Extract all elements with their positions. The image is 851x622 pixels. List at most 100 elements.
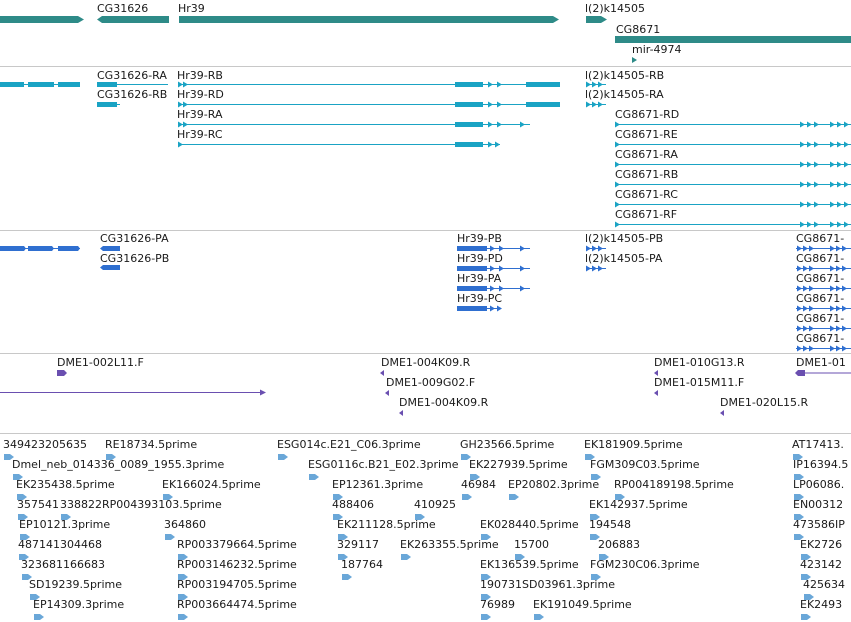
transcript-label-hr39-ra[interactable]: Hr39-RA [177,108,223,121]
est-label[interactable]: 473586IP [793,518,845,531]
est-label[interactable]: RP003146232.5prime [177,558,297,571]
est-glyph[interactable] [34,614,44,620]
est-glyph[interactable] [178,574,188,580]
protein-label-l2-pb[interactable]: l(2)k14505-PB [585,232,664,245]
est-glyph[interactable] [481,594,491,600]
est-glyph[interactable] [19,554,29,560]
est-label[interactable]: ESG014c.E21_C06.3prime [277,438,421,451]
est-glyph[interactable] [481,574,491,580]
est-glyph[interactable] [338,534,348,540]
gene-label-hr39[interactable]: Hr39 [178,2,205,15]
est-label[interactable]: EK181909.5prime [584,438,683,451]
est-label[interactable]: 338822RP004393103.5prime [60,498,222,511]
est-label[interactable]: AT17413. [792,438,844,451]
est-label[interactable]: EP10121.3prime [19,518,111,531]
est-glyph[interactable] [178,594,188,600]
est-glyph[interactable] [415,514,425,520]
est-glyph[interactable] [515,554,525,560]
clone-label-004k09-r2[interactable]: DME1-004K09.R [399,396,489,409]
est-label[interactable]: 410925 [414,498,456,511]
gene-label-cg8671[interactable]: CG8671 [616,23,661,36]
clone-glyph-002l11[interactable] [57,370,67,376]
est-label[interactable]: SD19239.5prime [29,578,122,591]
clone-label-01[interactable]: DME1-01 [796,356,846,369]
est-glyph[interactable] [18,514,28,520]
clone-glyph-010g13[interactable] [654,370,658,376]
transcript-label-hr39-rb[interactable]: Hr39-RB [177,69,223,82]
est-glyph[interactable] [462,494,472,500]
est-label[interactable]: Dmel_neb_014336_0089_1955.3prime [12,458,225,471]
est-label[interactable]: 15700 [514,538,549,551]
est-label[interactable]: 187764 [341,558,383,571]
est-label[interactable]: IP16394.5 [793,458,849,471]
est-glyph[interactable] [338,554,348,560]
protein-label-cg31626-pb[interactable]: CG31626-PB [100,252,170,265]
est-label[interactable]: FGM309C03.5prime [590,458,700,471]
est-glyph[interactable] [481,534,491,540]
est-label[interactable]: EP20802.3prime [508,478,600,491]
est-glyph[interactable] [591,474,601,480]
est-glyph[interactable] [61,514,71,520]
est-glyph[interactable] [20,534,30,540]
transcript-label-hr39-rd[interactable]: Hr39-RD [177,88,224,101]
est-glyph[interactable] [163,494,173,500]
est-label[interactable]: 323681166683 [21,558,105,571]
est-label[interactable]: LP06086. [793,478,845,491]
protein-label-hr39-pb[interactable]: Hr39-PB [457,232,502,245]
protein-label-hr39-pc[interactable]: Hr39-PC [457,292,503,305]
est-glyph[interactable] [534,614,544,620]
est-label[interactable]: GH23566.5prime [460,438,555,451]
est-glyph[interactable] [106,454,116,460]
est-glyph[interactable] [615,494,625,500]
gene-label-l2k14505[interactable]: l(2)k14505 [585,2,646,15]
clone-label-009g02[interactable]: DME1-009G02.F [386,376,476,389]
clone-glyph-01[interactable] [795,370,805,376]
est-label[interactable]: RP003664474.5prime [177,598,297,611]
clone-label-002l11[interactable]: DME1-002L11.F [57,356,144,369]
est-glyph[interactable] [794,474,804,480]
est-glyph[interactable] [461,454,471,460]
est-label[interactable]: EK211128.5prime [337,518,436,531]
clone-glyph-004k09-r2[interactable] [399,410,403,416]
est-label[interactable]: 425634 [803,578,845,591]
transcript-label-hr39-rc[interactable]: Hr39-RC [177,128,223,141]
est-label[interactable]: EP14309.3prime [33,598,125,611]
transcript-label-cg8671-rf[interactable]: CG8671-RF [615,208,678,221]
est-label[interactable]: EK166024.5prime [162,478,261,491]
transcript-label-cg8671-ra[interactable]: CG8671-RA [615,148,678,161]
est-label[interactable]: EK2493 [800,598,843,611]
est-glyph[interactable] [599,554,609,560]
est-label[interactable]: ESG0116c.B21_E02.3prime [308,458,459,471]
gene-glyph-hr39[interactable] [179,16,559,23]
est-label[interactable]: EK263355.5prime [400,538,499,551]
clone-label-020l15[interactable]: DME1-020L15.R [720,396,809,409]
est-label[interactable]: EK2726 [800,538,843,551]
est-glyph[interactable] [333,514,343,520]
est-glyph[interactable] [278,454,288,460]
est-glyph[interactable] [509,494,519,500]
est-label[interactable]: EK191049.5prime [533,598,632,611]
est-label[interactable]: 423142 [800,558,842,571]
protein-label-l2-pa[interactable]: l(2)k14505-PA [585,252,663,265]
est-glyph[interactable] [801,614,811,620]
protein-label-cg8671-1[interactable]: CG8671- [796,232,845,245]
clone-label-010g13[interactable]: DME1-010G13.R [654,356,745,369]
gene-glyph-cg8671[interactable] [615,36,851,43]
clone-label-004k09-r1[interactable]: DME1-004K09.R [381,356,471,369]
est-label[interactable]: 329117 [337,538,379,551]
est-label[interactable]: RP003194705.5prime [177,578,297,591]
est-glyph[interactable] [470,474,480,480]
est-glyph[interactable] [401,554,411,560]
protein-label-hr39-pa[interactable]: Hr39-PA [457,272,502,285]
est-glyph[interactable] [585,454,595,460]
protein-label-cg31626-pa[interactable]: CG31626-PA [100,232,169,245]
est-label[interactable]: EP12361.3prime [332,478,424,491]
clone-glyph-015m11[interactable] [654,390,658,396]
est-label[interactable]: EK227939.5prime [469,458,568,471]
est-label[interactable]: EK028440.5prime [480,518,579,531]
est-label[interactable]: RP003379664.5prime [177,538,297,551]
protein-label-cg8671-3[interactable]: CG8671- [796,272,845,285]
est-label[interactable]: EN00312 [793,498,844,511]
est-label[interactable]: EK235438.5prime [16,478,115,491]
est-glyph[interactable] [22,574,32,580]
